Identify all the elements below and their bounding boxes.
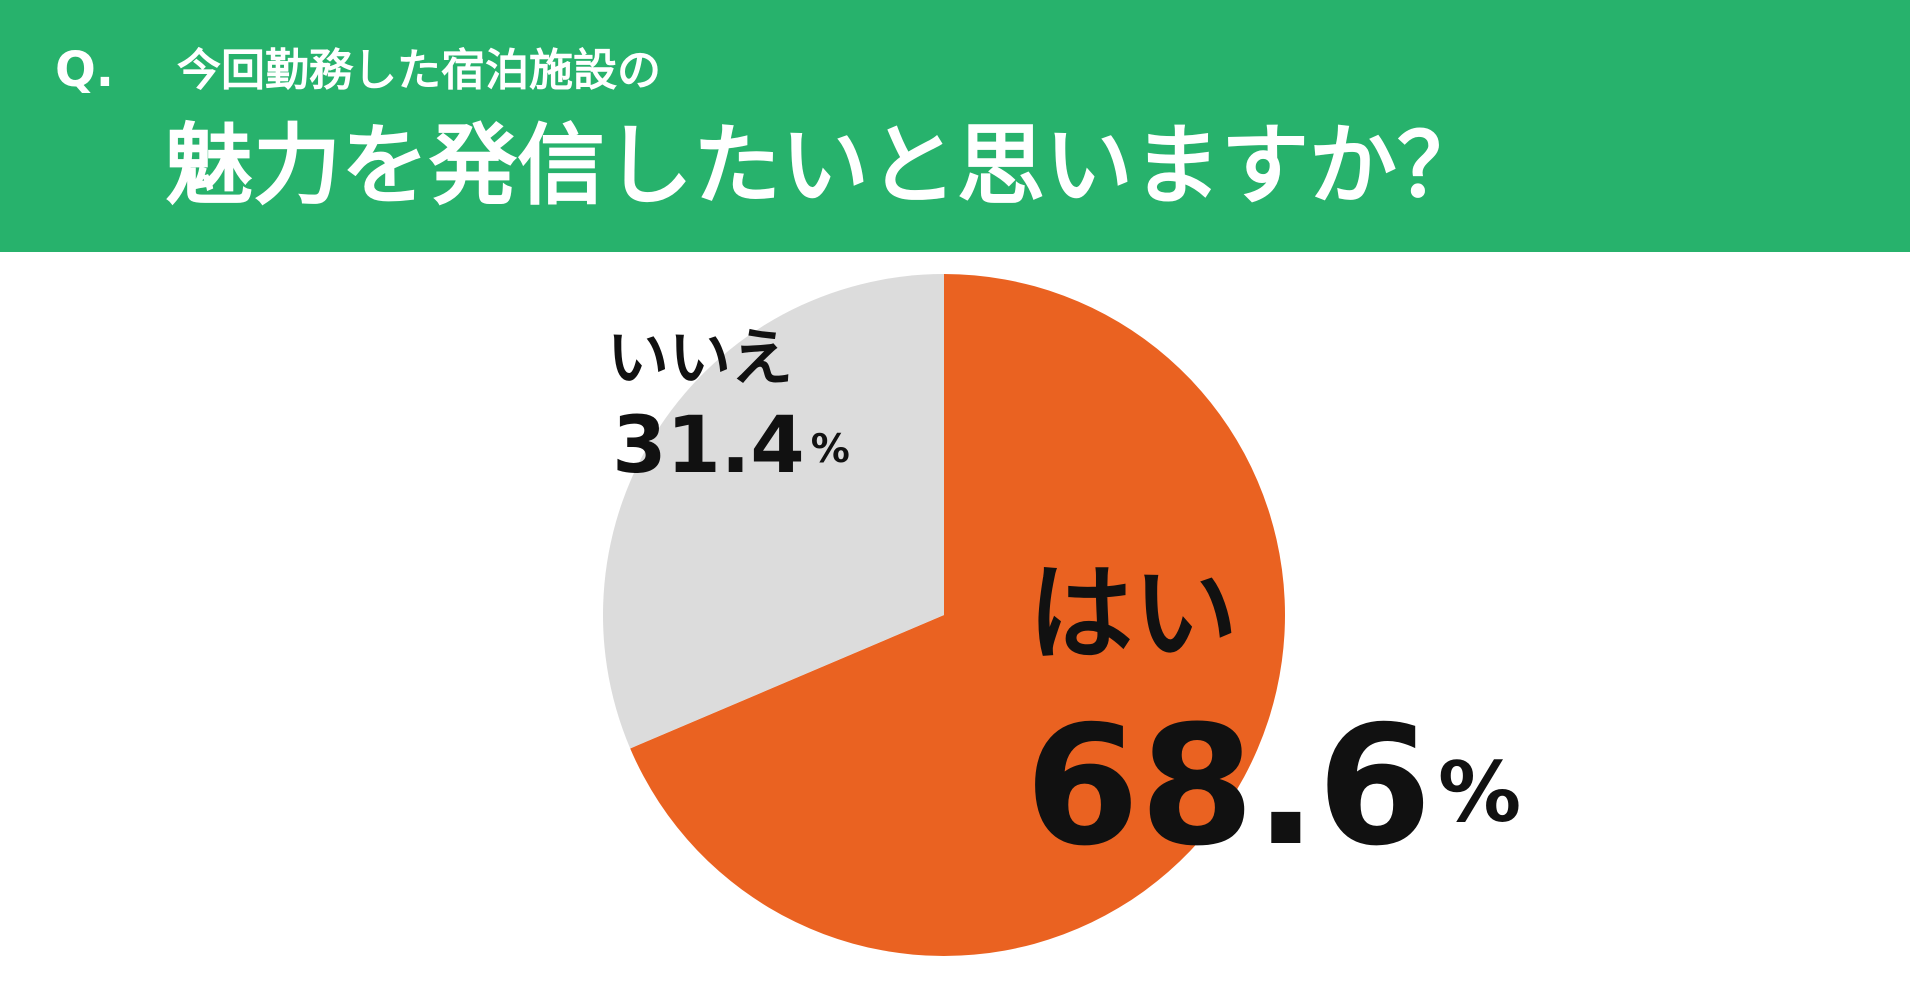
pie-slice [602, 274, 944, 749]
question-prefix: Q. [55, 42, 114, 98]
slice-value-label: 31.4% [612, 401, 850, 491]
slice-value-label: 68.6% [1025, 690, 1521, 882]
header-band [0, 0, 1910, 252]
pie-slice [630, 274, 1285, 956]
chart-title: 魅力を発信したいと思いますか？ [165, 114, 1485, 217]
slice-category-label: はい [1028, 553, 1238, 675]
slice-category-label: いいえ [607, 321, 793, 394]
chart-subtitle: 今回勤務した宿泊施設の [177, 45, 661, 96]
